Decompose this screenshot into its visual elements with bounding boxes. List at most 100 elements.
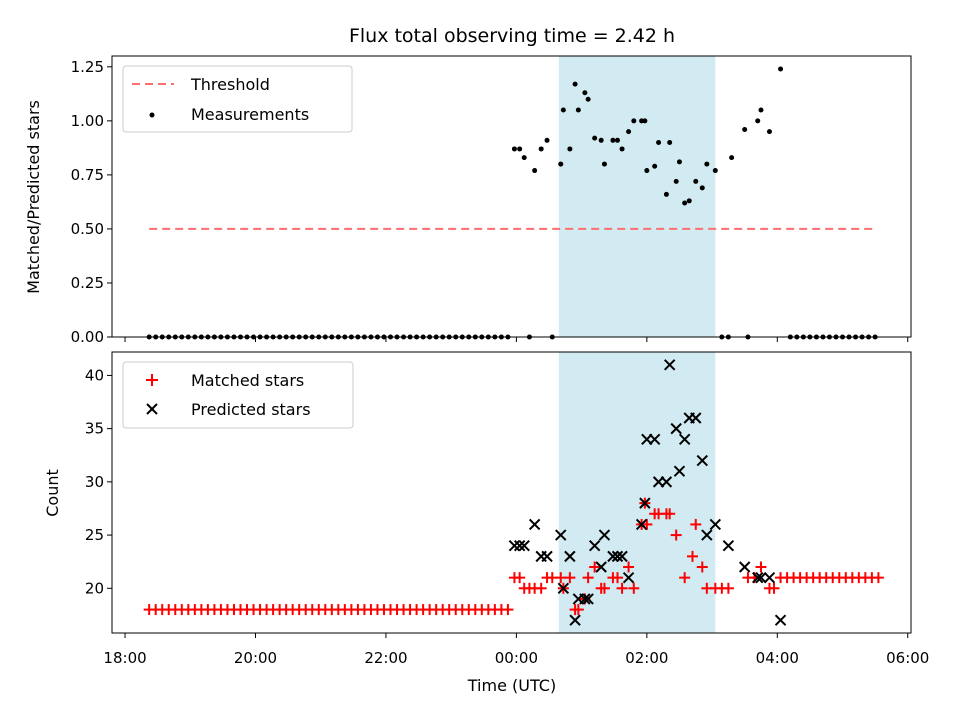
predicted-star-d2 — [611, 550, 624, 563]
predicted-star-point — [635, 518, 648, 531]
matched-star-point — [664, 508, 676, 520]
predicted-star-d2 — [663, 359, 676, 371]
y-tick-label: 1.25 — [71, 58, 104, 76]
predicted-star-point — [774, 614, 787, 626]
matched-star-point — [722, 582, 734, 594]
predicted-star-d2 — [701, 529, 713, 541]
predicted-star-d2 — [518, 540, 530, 552]
y-tick-label: 0.75 — [71, 166, 104, 184]
measurement-point — [644, 168, 650, 174]
measurement-point — [575, 107, 581, 113]
measurement-point — [778, 66, 784, 72]
predicted-star-d2 — [528, 518, 541, 531]
predicted-star-point — [611, 550, 624, 563]
y-tick-label: 35 — [85, 420, 104, 438]
y-tick-label: 20 — [85, 579, 104, 597]
predicted-star-d2 — [738, 561, 751, 573]
legend-measurements-swatch — [149, 112, 155, 118]
x-tick-label: 18:00 — [103, 649, 146, 667]
predicted-star-d2 — [648, 433, 661, 445]
predicted-star-d2 — [755, 571, 767, 584]
measurement-point — [585, 96, 591, 102]
measurement-point — [652, 163, 658, 169]
measurement-point — [663, 191, 669, 197]
predicted-star-point — [660, 476, 673, 488]
predicted-star-point — [622, 571, 635, 584]
y-tick-label: 25 — [85, 526, 104, 544]
predicted-star-point — [598, 529, 611, 541]
matched-star-point — [696, 561, 708, 573]
count-y-ticks: 20 25 30 35 40 — [85, 366, 112, 597]
matched-star-point — [690, 518, 702, 530]
measurement-point — [626, 129, 632, 135]
measurement-point — [558, 161, 564, 167]
predicted-star-d2 — [752, 571, 764, 584]
predicted-star-d2 — [588, 540, 601, 552]
predicted-star-d2 — [508, 540, 521, 552]
x-tick-label: 22:00 — [364, 649, 407, 667]
count-panel-span — [558, 352, 716, 633]
count-panel-frame — [111, 351, 912, 634]
predicted-star-point — [696, 454, 708, 467]
predicted-star-d2 — [582, 593, 594, 605]
predicted-star-point — [755, 571, 767, 584]
measurement-point — [667, 139, 673, 145]
ratio-panel-frame — [111, 55, 912, 338]
matched-star-point — [611, 572, 623, 584]
predicted-star-d2 — [569, 614, 581, 626]
y-tick-label: 30 — [85, 473, 104, 491]
matched-star-point — [598, 582, 610, 594]
measurement-point — [673, 178, 679, 184]
predicted-star-point — [607, 550, 619, 563]
predicted-star-point — [595, 561, 607, 573]
measurement-point — [560, 107, 566, 113]
predicted-star-d2 — [564, 550, 576, 563]
legend-predicted-swatch — [146, 403, 158, 415]
predicted-star-point — [639, 497, 651, 509]
predicted-star-point — [763, 571, 776, 584]
measurement-point — [656, 139, 662, 145]
predicted-star-point — [508, 540, 521, 552]
measurement-point — [686, 198, 692, 204]
measurement-point — [582, 90, 588, 96]
matched-star-point — [502, 604, 514, 616]
measurement-point — [601, 161, 607, 167]
matched-star-point — [641, 518, 653, 530]
predicted-star-d2 — [513, 540, 526, 552]
x-tick-label: 20:00 — [234, 649, 277, 667]
x-tick-label: 04:00 — [756, 649, 799, 667]
predicted-star-point — [513, 540, 526, 552]
predicted-star-d2 — [639, 497, 651, 509]
chart-title: Flux total observing time = 2.42 h — [349, 25, 675, 47]
predicted-star-point — [579, 593, 591, 605]
predicted-star-point — [528, 518, 541, 531]
predicted-star-d2 — [678, 433, 691, 445]
predicted-star-point — [663, 359, 676, 371]
predicted-star-point — [690, 412, 702, 424]
legend-measurements-label: Measurements — [191, 105, 309, 124]
predicted-star-point — [569, 614, 581, 626]
matched-star-point — [755, 561, 767, 573]
predicted-star-d2 — [557, 582, 570, 595]
predicted-star-point — [557, 582, 570, 595]
y-tick-label: 0.25 — [71, 274, 104, 292]
predicted-star-point — [648, 433, 661, 445]
predicted-star-d2 — [670, 422, 682, 435]
count-x-ticks: 18:00 20:00 22:00 00:00 02:00 04:00 06:00 — [103, 633, 929, 667]
ratio-y-ticks: 0.00 0.25 0.50 0.75 1.00 1.25 — [71, 58, 112, 346]
matched-star-point — [670, 529, 682, 541]
matched-star-point — [572, 604, 584, 616]
predicted-star-point — [722, 540, 735, 552]
measurement-point — [755, 118, 761, 124]
ratio-legend: Threshold Measurements — [122, 65, 353, 133]
matched-star-point — [628, 582, 640, 594]
matched-star-point — [616, 582, 628, 594]
predicted-star-d2 — [774, 614, 787, 626]
predicted-star-point — [738, 561, 751, 573]
matched-points — [143, 497, 884, 616]
measurement-point — [592, 135, 598, 141]
predicted-star-point — [588, 540, 601, 552]
measurement-point — [631, 118, 637, 124]
